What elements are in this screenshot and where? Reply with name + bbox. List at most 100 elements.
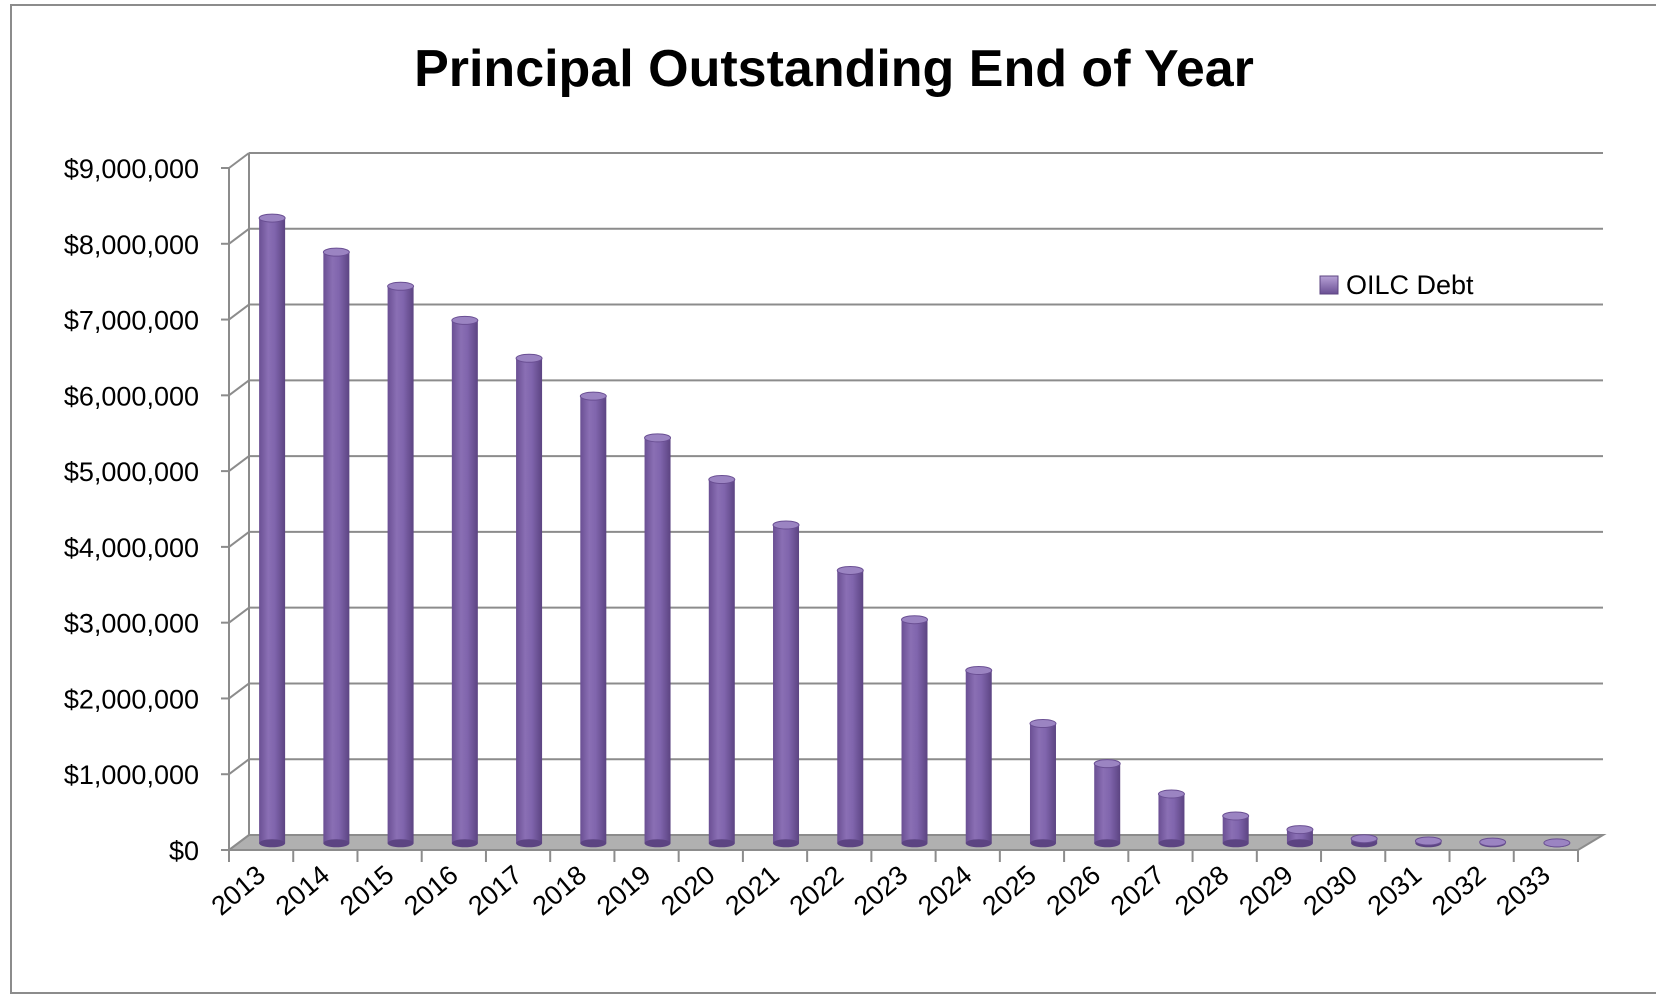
x-tick-label: 2019 (591, 860, 656, 922)
gridline-depth (229, 380, 249, 395)
bar-body (966, 670, 992, 843)
bar (1030, 720, 1056, 848)
bar-top (1544, 839, 1570, 847)
bar-top (1223, 812, 1249, 820)
bar-base (452, 839, 478, 847)
gridline-depth (229, 532, 249, 547)
chart-title: Principal Outstanding End of Year (414, 40, 1254, 98)
bar (773, 521, 799, 847)
bar-top (902, 616, 928, 624)
chart-svg: Principal Outstanding End of Year $0 $1,0… (0, 0, 1656, 970)
gridline-depth (229, 305, 249, 320)
bar (966, 666, 992, 847)
bar-body (1030, 724, 1056, 844)
bar-top (773, 521, 799, 529)
y-tick-label: $4,000,000 (64, 533, 199, 563)
bar (388, 282, 414, 847)
bar-base (1223, 839, 1249, 847)
x-tick-label: 2025 (977, 860, 1042, 922)
bar (645, 434, 671, 847)
x-tick-label: 2022 (784, 860, 849, 922)
bar-top (1415, 837, 1441, 845)
x-tick-label: 2021 (720, 860, 785, 922)
bar-body (1158, 794, 1184, 843)
x-tick-label: 2028 (1169, 860, 1234, 922)
bar (516, 354, 542, 847)
bar-body (773, 525, 799, 843)
bar (709, 476, 735, 848)
bar-base (1158, 839, 1184, 847)
bar-top (452, 316, 478, 324)
bar (837, 566, 863, 847)
x-tick-label: 2030 (1298, 860, 1363, 922)
bar (1287, 826, 1313, 848)
bar-body (902, 620, 928, 844)
x-tick-label: 2018 (527, 860, 592, 922)
gridline-depth (229, 683, 249, 698)
x-tick-layer: 2013201420152016201720182019202020212022… (206, 860, 1556, 922)
y-tick-label: $2,000,000 (64, 684, 199, 714)
bar-base (580, 839, 606, 847)
x-tick-label: 2023 (848, 860, 913, 922)
bar-top (1287, 826, 1313, 834)
x-tick-label: 2032 (1426, 860, 1491, 922)
bar-base (902, 839, 928, 847)
bar (1351, 835, 1377, 848)
bar-body (516, 358, 542, 843)
bar-top (388, 282, 414, 290)
bar-top (1480, 838, 1506, 846)
gridline-depth (229, 456, 249, 471)
y-tick-label: $0 (169, 836, 199, 866)
bar-base (837, 839, 863, 847)
x-tick-label: 2020 (655, 860, 720, 922)
x-tick-label: 2031 (1362, 860, 1427, 922)
bar-top (1094, 760, 1120, 768)
bar-top (645, 434, 671, 442)
bar-body (388, 286, 414, 843)
y-tick-label: $7,000,000 (64, 306, 199, 336)
bar-top (837, 566, 863, 574)
bar-top (1030, 720, 1056, 728)
bar-body (709, 480, 735, 844)
bar (1480, 838, 1506, 847)
bar-body (837, 570, 863, 843)
bar-base (516, 839, 542, 847)
y-tick-label: $8,000,000 (64, 230, 199, 260)
bar (1223, 812, 1249, 847)
bar-base (1094, 839, 1120, 847)
bar-top (580, 392, 606, 400)
bar (902, 616, 928, 848)
bar (259, 214, 285, 847)
y-tick-label: $3,000,000 (64, 609, 199, 639)
x-tick-label: 2013 (206, 860, 271, 922)
bar (580, 392, 606, 847)
bar-base (966, 839, 992, 847)
legend: OILC Debt (1320, 270, 1474, 300)
bar-body (580, 396, 606, 843)
bar (1415, 837, 1441, 847)
bar-body (259, 218, 285, 843)
bar-base (1287, 839, 1313, 847)
bar (452, 316, 478, 847)
y-tick-label: $1,000,000 (64, 760, 199, 790)
x-tick-label: 2015 (334, 860, 399, 922)
gridline-depth (229, 153, 249, 168)
bar-base (1030, 839, 1056, 847)
x-tick-label: 2026 (1041, 860, 1106, 922)
bar-top (323, 248, 349, 256)
bar-layer (259, 214, 1570, 847)
x-tick-label: 2029 (1233, 860, 1298, 922)
bar-base (388, 839, 414, 847)
bar (1544, 839, 1570, 847)
x-tick-label: 2016 (398, 860, 463, 922)
bar-body (452, 320, 478, 843)
x-tick-label: 2014 (270, 860, 335, 922)
gridline-depth (229, 608, 249, 623)
y-tick-label: $9,000,000 (64, 154, 199, 184)
bar-top (709, 476, 735, 484)
legend-swatch (1320, 276, 1338, 294)
bar-body (1094, 764, 1120, 844)
bar-top (1158, 790, 1184, 798)
bar-top (259, 214, 285, 222)
bar-top (966, 666, 992, 674)
